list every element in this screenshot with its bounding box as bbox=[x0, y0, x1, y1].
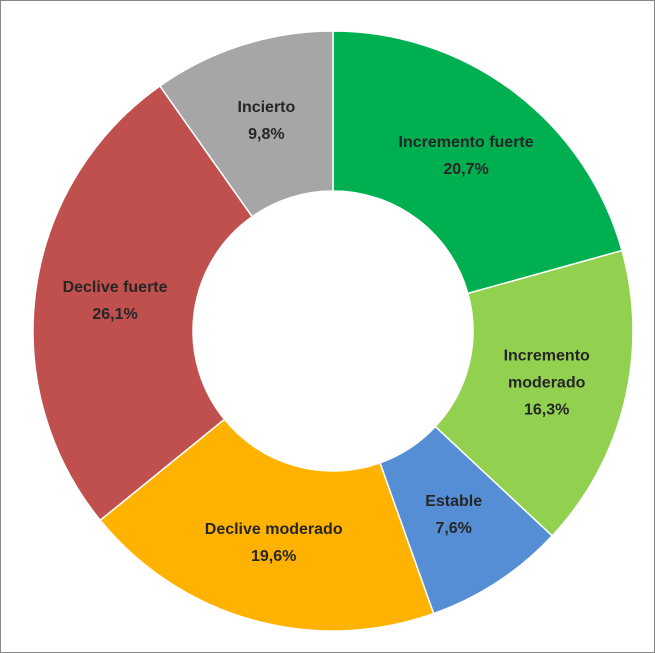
donut-segment bbox=[99, 418, 435, 632]
donut-segment bbox=[158, 30, 334, 218]
value-label: 16,3% bbox=[524, 401, 570, 419]
value-label: 9,8% bbox=[248, 126, 285, 144]
category-label: Estable bbox=[425, 492, 483, 510]
data-label: Declive fuerte 26,1% bbox=[63, 274, 168, 328]
data-label: Incremento fuerte 20,7% bbox=[399, 129, 534, 183]
data-label: Estable 7,6% bbox=[425, 488, 482, 542]
category-label: Incierto bbox=[237, 99, 296, 117]
value-label: 20,7% bbox=[443, 160, 489, 178]
donut-segment bbox=[332, 30, 623, 295]
category-label: Declive fuerte bbox=[62, 279, 168, 297]
category-label: Declive moderado bbox=[204, 520, 343, 538]
data-label: Declive moderado 19,6% bbox=[205, 516, 343, 570]
data-label: Incremento moderado 16,3% bbox=[493, 343, 601, 424]
donut-segment bbox=[32, 84, 254, 522]
category-label: Incremento moderado bbox=[503, 347, 590, 392]
category-label: Incremento fuerte bbox=[398, 133, 534, 151]
donut-segment bbox=[434, 249, 634, 537]
value-label: 26,1% bbox=[92, 306, 138, 324]
value-label: 7,6% bbox=[435, 519, 472, 537]
value-label: 19,6% bbox=[250, 547, 297, 565]
data-label: Incierto 9,8% bbox=[237, 94, 295, 148]
